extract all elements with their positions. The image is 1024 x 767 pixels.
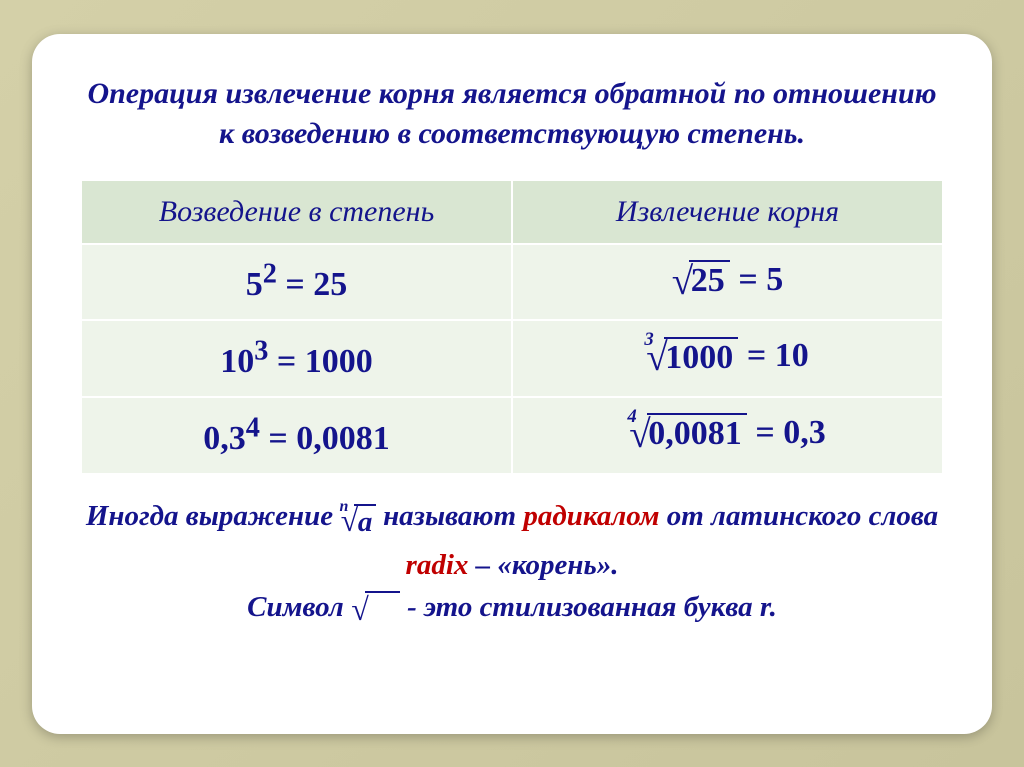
root-cell: √25 = 5	[512, 244, 943, 321]
pow-cell: 52 = 25	[81, 244, 512, 321]
footer-line-1: Иногда выражение n√a называют радикалом …	[80, 495, 944, 586]
main-title: Операция извлечение корня является обрат…	[80, 74, 944, 155]
footer-text: Иногда выражение n√a называют радикалом …	[80, 495, 944, 634]
comparison-table: Возведение в степень Извлечение корня 52…	[80, 179, 944, 475]
table-row: 52 = 25 √25 = 5	[81, 244, 943, 321]
header-root: Извлечение корня	[512, 180, 943, 244]
radical-expr: 3√1000	[646, 333, 738, 384]
radical-symbol-icon: √	[351, 587, 400, 633]
content-card: Операция извлечение корня является обрат…	[32, 34, 992, 734]
nth-root-icon: n√a	[340, 498, 375, 544]
table-row: 103 = 1000 3√1000 = 10	[81, 320, 943, 397]
radical-expr: √25	[672, 257, 730, 308]
pow-cell: 103 = 1000	[81, 320, 512, 397]
footer-line-2: Символ √ - это стилизованная буква r.	[80, 586, 944, 634]
header-exponentiation: Возведение в степень	[81, 180, 512, 244]
root-cell: 4√0,0081 = 0,3	[512, 397, 943, 474]
root-cell: 3√1000 = 10	[512, 320, 943, 397]
pow-cell: 0,34 = 0,0081	[81, 397, 512, 474]
table-row: 0,34 = 0,0081 4√0,0081 = 0,3	[81, 397, 943, 474]
radical-expr: 4√0,0081	[629, 410, 747, 461]
